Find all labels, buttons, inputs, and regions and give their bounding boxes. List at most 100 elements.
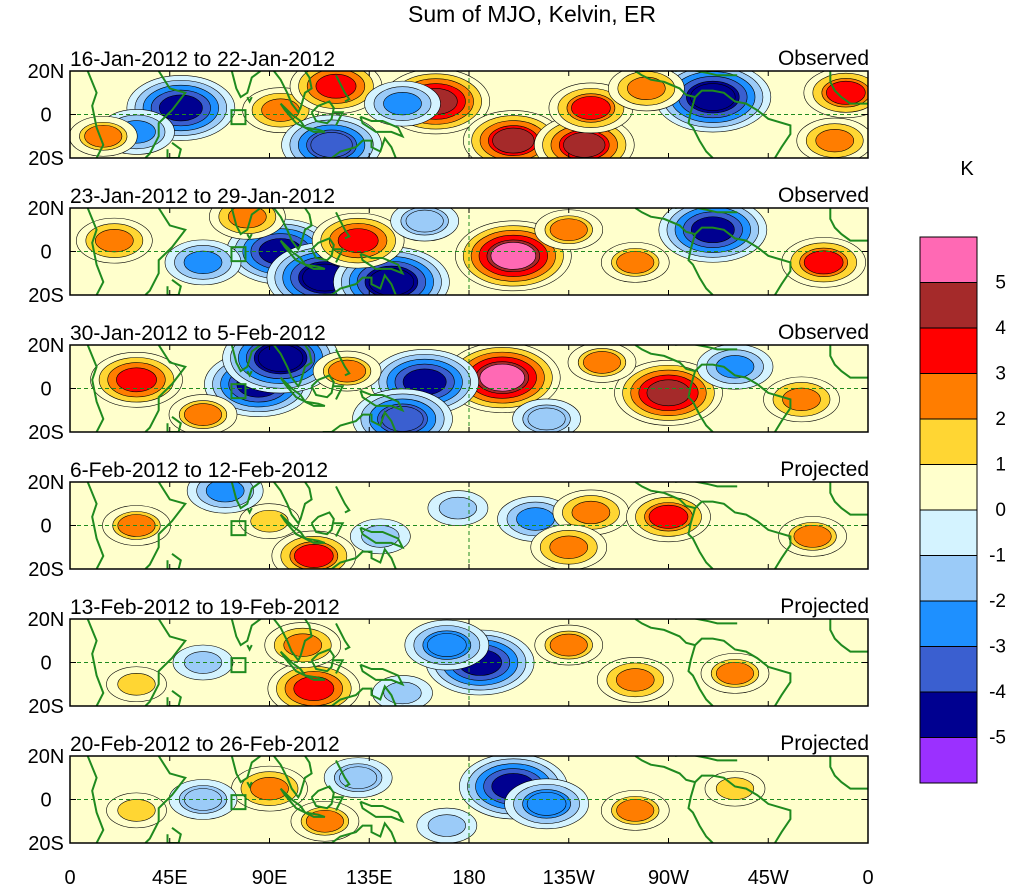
coastline-8 — [310, 100, 335, 125]
colorbar-unit: K — [960, 158, 974, 180]
region-box-marker — [230, 520, 247, 537]
coastline-14 — [634, 619, 792, 706]
anomaly-contour-4-3 — [250, 777, 289, 801]
coastline-4 — [230, 756, 262, 784]
coastline-13 — [335, 211, 351, 240]
colorbar-swatch — [919, 691, 978, 738]
coastline-12 — [322, 410, 397, 432]
anomaly-contour-8-3 — [615, 668, 655, 692]
anomaly-contour-8-5 — [492, 127, 535, 154]
anomaly-contour-6-3 — [571, 500, 611, 525]
coastline-11 — [359, 663, 405, 687]
y-tick-label: 20N — [28, 198, 65, 220]
anomaly-contour-7-3 — [549, 633, 588, 657]
colorbar-tick-label: -3 — [989, 637, 1006, 658]
colorbar-tick-label: 3 — [995, 364, 1006, 385]
anomaly-contour-5-3 — [516, 507, 555, 531]
coastline-9 — [304, 126, 326, 133]
coastlines — [86, 345, 868, 432]
coastline-14 — [634, 345, 792, 432]
coastline-6 — [273, 71, 313, 115]
coastline-3 — [166, 278, 182, 295]
colorbar-tick-label: 4 — [995, 318, 1006, 339]
anomaly-contour-3-3 — [261, 98, 300, 122]
anomaly-contour-4-6 — [479, 363, 525, 392]
anomaly-contour-4-4 — [315, 73, 357, 99]
panel-date-label: 23-Jan-2012 to 29-Jan-2012 — [70, 185, 335, 208]
anomaly-contour-15-3 — [84, 124, 123, 148]
colorbar-tick-label: 5 — [995, 273, 1006, 294]
anomaly-contour-5-3 — [95, 229, 134, 253]
colorbar-swatch — [919, 646, 978, 693]
colorbar: K -5 -4 -3 -2 -1 0 1 2 3 4 5 — [919, 158, 1006, 784]
coastline-5 — [246, 370, 253, 378]
coastline-6 — [273, 619, 313, 663]
coastline-4 — [230, 345, 262, 373]
coastline-2 — [144, 482, 187, 569]
coastline-10 — [333, 522, 345, 537]
anomaly-contour-10-2 — [427, 814, 466, 837]
anomaly-contour-2-4 — [427, 633, 467, 658]
coastline-13 — [335, 485, 351, 514]
panel-status-label: Observed — [778, 184, 869, 207]
coastline-13 — [335, 622, 351, 651]
coastline-17 — [829, 619, 868, 653]
coastline-15 — [687, 96, 714, 158]
coastline-16 — [675, 345, 738, 351]
coastlines — [86, 619, 868, 706]
region-box-marker — [230, 657, 247, 674]
y-tick-label: 0 — [40, 653, 51, 675]
anomaly-field — [106, 756, 766, 843]
panel-2: 20N 0 20S 23-Jan-2012 to 29-Jan-2012 Observe… — [28, 184, 869, 307]
coastline-6 — [273, 756, 313, 800]
colorbar-tick-label: -2 — [989, 591, 1006, 612]
colorbar-tick-label: -4 — [989, 682, 1006, 703]
coastline-6 — [273, 208, 313, 252]
coastline-3 — [166, 826, 182, 843]
coastline-14 — [634, 756, 792, 843]
panel-date-label: 6-Feb-2012 to 12-Feb-2012 — [70, 459, 328, 482]
anomaly-contour-2-3 — [205, 482, 245, 503]
coastline-5 — [246, 233, 253, 241]
colorbar-swatch — [919, 236, 978, 283]
colorbar-swatch — [919, 282, 978, 329]
coastline-4 — [230, 71, 262, 99]
colorbar-tick-label: -1 — [989, 546, 1006, 567]
anomaly-field — [70, 71, 868, 158]
coastline-15 — [687, 233, 714, 295]
coastline-11 — [359, 115, 405, 139]
y-tick-label: 20S — [28, 559, 64, 581]
colorbar-swatch — [919, 464, 978, 511]
panel-6: 20N 0 20S 20-Feb-2012 to 26-Feb-2012 Project… — [28, 732, 869, 855]
coastline-15 — [687, 781, 714, 843]
anomaly-contour-3-4 — [294, 544, 334, 568]
chart-title: Sum of MJO, Kelvin, ER — [408, 1, 656, 27]
y-tick-label: 0 — [40, 516, 51, 538]
panel-status-label: Observed — [778, 47, 869, 70]
anomaly-field — [90, 345, 840, 432]
y-tick-label: 20S — [28, 148, 64, 170]
coastline-6 — [273, 345, 313, 389]
coastline-1 — [86, 71, 105, 158]
coastline-9 — [304, 400, 326, 407]
colorbar-swatch — [919, 737, 978, 784]
anomaly-contour-10-3 — [715, 355, 755, 379]
anomaly-contour-5-5 — [310, 132, 353, 158]
coastline-10 — [333, 248, 345, 263]
coastlines — [86, 71, 868, 158]
y-tick-label: 20S — [28, 422, 64, 444]
anomaly-contour-3-6 — [368, 268, 415, 295]
anomaly-contour-9-5 — [690, 216, 735, 244]
y-tick-label: 20N — [28, 61, 65, 83]
coastline-14 — [634, 71, 792, 158]
coastline-12 — [322, 136, 397, 158]
coastline-8 — [310, 237, 335, 262]
coastline-10 — [333, 111, 345, 126]
coastline-11 — [359, 526, 405, 550]
panel-5: 20N 0 20S 13-Feb-2012 to 19-Feb-2012 Project… — [28, 595, 869, 718]
coastline-4 — [230, 619, 262, 647]
coastline-17 — [829, 756, 868, 790]
anomaly-contour-9-5 — [563, 132, 606, 158]
coastline-9 — [304, 263, 326, 270]
region-box-marker — [230, 109, 247, 126]
